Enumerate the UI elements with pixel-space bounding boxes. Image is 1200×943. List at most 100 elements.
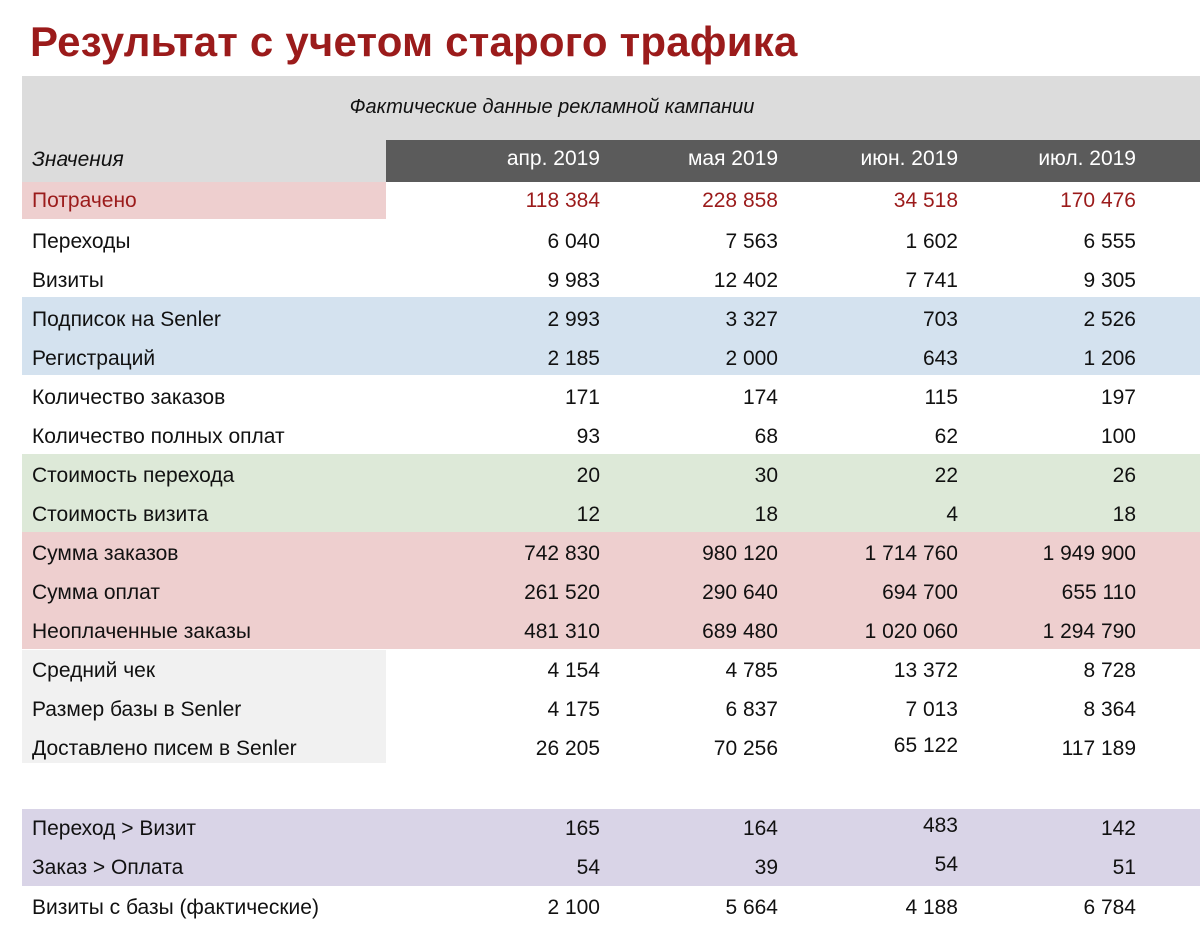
table-row: Заказ > Оплата 54 39 54 51 <box>22 848 1200 887</box>
cell-apr: 2 993 <box>547 308 600 331</box>
row-label: Потрачено <box>32 189 137 212</box>
purple-band <box>22 809 1200 886</box>
cell-jul: 8 364 <box>1083 698 1136 721</box>
cell-may: 68 <box>754 425 778 448</box>
table-row: Визиты 9 983 12 402 7 741 9 305 <box>22 261 1200 300</box>
cell-apr: 9 983 <box>547 269 600 292</box>
table-row: Количество полных оплат 93 68 62 100 <box>22 417 1200 456</box>
table-row-spent <box>22 182 386 219</box>
cell-jun: 65 122 <box>893 734 958 757</box>
page-title: Результат с учетом старого трафика <box>30 18 798 65</box>
row-label: Заказ > Оплата <box>32 856 184 879</box>
cell-jun: 7 741 <box>905 269 958 292</box>
cell-apr: 165 <box>564 817 600 840</box>
cell-jun: 1 714 760 <box>864 542 958 565</box>
cell-may: 6 837 <box>725 698 778 721</box>
cell-may: 70 256 <box>713 737 778 760</box>
cell-jun: 7 013 <box>905 698 958 721</box>
cell-jun: 1 020 060 <box>864 620 958 643</box>
row-label: Стоимость визита <box>32 503 209 526</box>
cell-apr: 54 <box>576 856 600 879</box>
table-row: Размер базы в Senler 4 175 6 837 7 013 8… <box>22 690 1200 729</box>
table-row: Переходы 6 040 7 563 1 602 6 555 <box>22 222 1200 261</box>
cell-jun: 483 <box>922 814 958 837</box>
row-label: Переход > Визит <box>32 817 197 840</box>
cell-jun: 4 <box>946 503 958 526</box>
row-label: Количество полных оплат <box>32 425 285 448</box>
column-header-jun: июн. 2019 <box>860 147 958 170</box>
cell-may: 689 480 <box>702 620 778 643</box>
cell-jul: 142 <box>1100 817 1136 840</box>
cell-jun: 115 <box>924 386 958 409</box>
cell-may: 18 <box>754 503 778 526</box>
cell-apr: 20 <box>576 464 600 487</box>
cell-may: 3 327 <box>725 308 778 331</box>
table-row-spent-values: Потрачено 118 384 228 858 34 518 170 476 <box>22 182 1200 219</box>
row-label: Количество заказов <box>32 386 226 409</box>
cell-jul: 1 949 900 <box>1042 542 1136 565</box>
cell-jul: 117 189 <box>1061 737 1136 760</box>
cell-may: 980 120 <box>702 542 778 565</box>
row-label: Средний чек <box>32 659 156 682</box>
column-header-may: мая 2019 <box>687 147 778 170</box>
cell-may: 12 402 <box>713 269 778 292</box>
cell-apr: 118 384 <box>525 189 600 212</box>
cell-jun: 643 <box>922 347 958 370</box>
cell-apr: 2 185 <box>547 347 600 370</box>
cell-jul: 100 <box>1100 425 1136 448</box>
row-label: Подписок на Senler <box>32 308 221 331</box>
cell-apr: 261 520 <box>524 581 600 604</box>
row-label: Визиты с базы (фактические) <box>32 896 319 919</box>
cell-may: 2 000 <box>725 347 778 370</box>
table-row: Сумма оплат 261 520 290 640 694 700 655 … <box>22 573 1200 612</box>
green-band <box>22 454 1200 532</box>
cell-may: 228 858 <box>702 189 778 212</box>
cell-jun: 22 <box>934 464 958 487</box>
column-header-bar <box>386 140 1200 182</box>
cell-apr: 4 175 <box>547 698 600 721</box>
table-row: Средний чек 4 154 4 785 13 372 8 728 <box>22 651 1200 690</box>
cell-jul: 51 <box>1112 856 1136 879</box>
cell-apr: 6 040 <box>547 230 600 253</box>
cell-may: 7 563 <box>725 230 778 253</box>
row-label: Размер базы в Senler <box>32 698 242 721</box>
cell-may: 39 <box>754 856 778 879</box>
cell-jul: 9 305 <box>1083 269 1136 292</box>
column-header-jul: июл. 2019 <box>1038 147 1136 170</box>
cell-jul: 655 110 <box>1061 581 1136 604</box>
cell-jun: 34 518 <box>893 189 958 212</box>
cell-jul: 26 <box>1112 464 1136 487</box>
cell-apr: 2 100 <box>547 896 600 919</box>
cell-may: 30 <box>754 464 778 487</box>
cell-apr: 4 154 <box>547 659 600 682</box>
table-row: Визиты с базы (фактические) 2 100 5 664 … <box>22 888 1200 927</box>
table-row: Неоплаченные заказы 481 310 689 480 1 02… <box>22 612 1200 651</box>
row-label: Сумма оплат <box>32 581 160 604</box>
cell-jul: 6 784 <box>1083 896 1136 919</box>
table-row: Доставлено писем в Senler 26 205 70 256 … <box>22 729 1200 768</box>
cell-may: 4 785 <box>725 659 778 682</box>
table-row: Переход > Визит 165 164 483 142 <box>22 809 1200 848</box>
cell-apr: 171 <box>564 386 600 409</box>
cell-jun: 4 188 <box>905 896 958 919</box>
cell-may: 5 664 <box>725 896 778 919</box>
cell-may: 290 640 <box>702 581 778 604</box>
table-row: Стоимость визита 12 18 4 18 <box>22 495 1200 534</box>
cell-jul: 8 728 <box>1083 659 1136 682</box>
cell-jul: 6 555 <box>1083 230 1136 253</box>
cell-apr: 12 <box>576 503 600 526</box>
row-label: Стоимость перехода <box>32 464 235 487</box>
table-row: Стоимость перехода 20 30 22 26 <box>22 456 1200 495</box>
table-row: Сумма заказов 742 830 980 120 1 714 760 … <box>22 534 1200 573</box>
cell-jun: 13 372 <box>893 659 958 682</box>
row-label: Переходы <box>32 230 131 253</box>
table-row: Подписок на Senler 2 993 3 327 703 2 526 <box>22 300 1200 339</box>
cell-apr: 93 <box>576 425 600 448</box>
row-label: Сумма заказов <box>32 542 179 565</box>
cell-jun: 1 602 <box>905 230 958 253</box>
cell-may: 174 <box>742 386 778 409</box>
cell-jul: 1 294 790 <box>1042 620 1136 643</box>
cell-jun: 62 <box>934 425 958 448</box>
column-header-apr: апр. 2019 <box>506 147 600 170</box>
cell-jun: 694 700 <box>882 581 958 604</box>
